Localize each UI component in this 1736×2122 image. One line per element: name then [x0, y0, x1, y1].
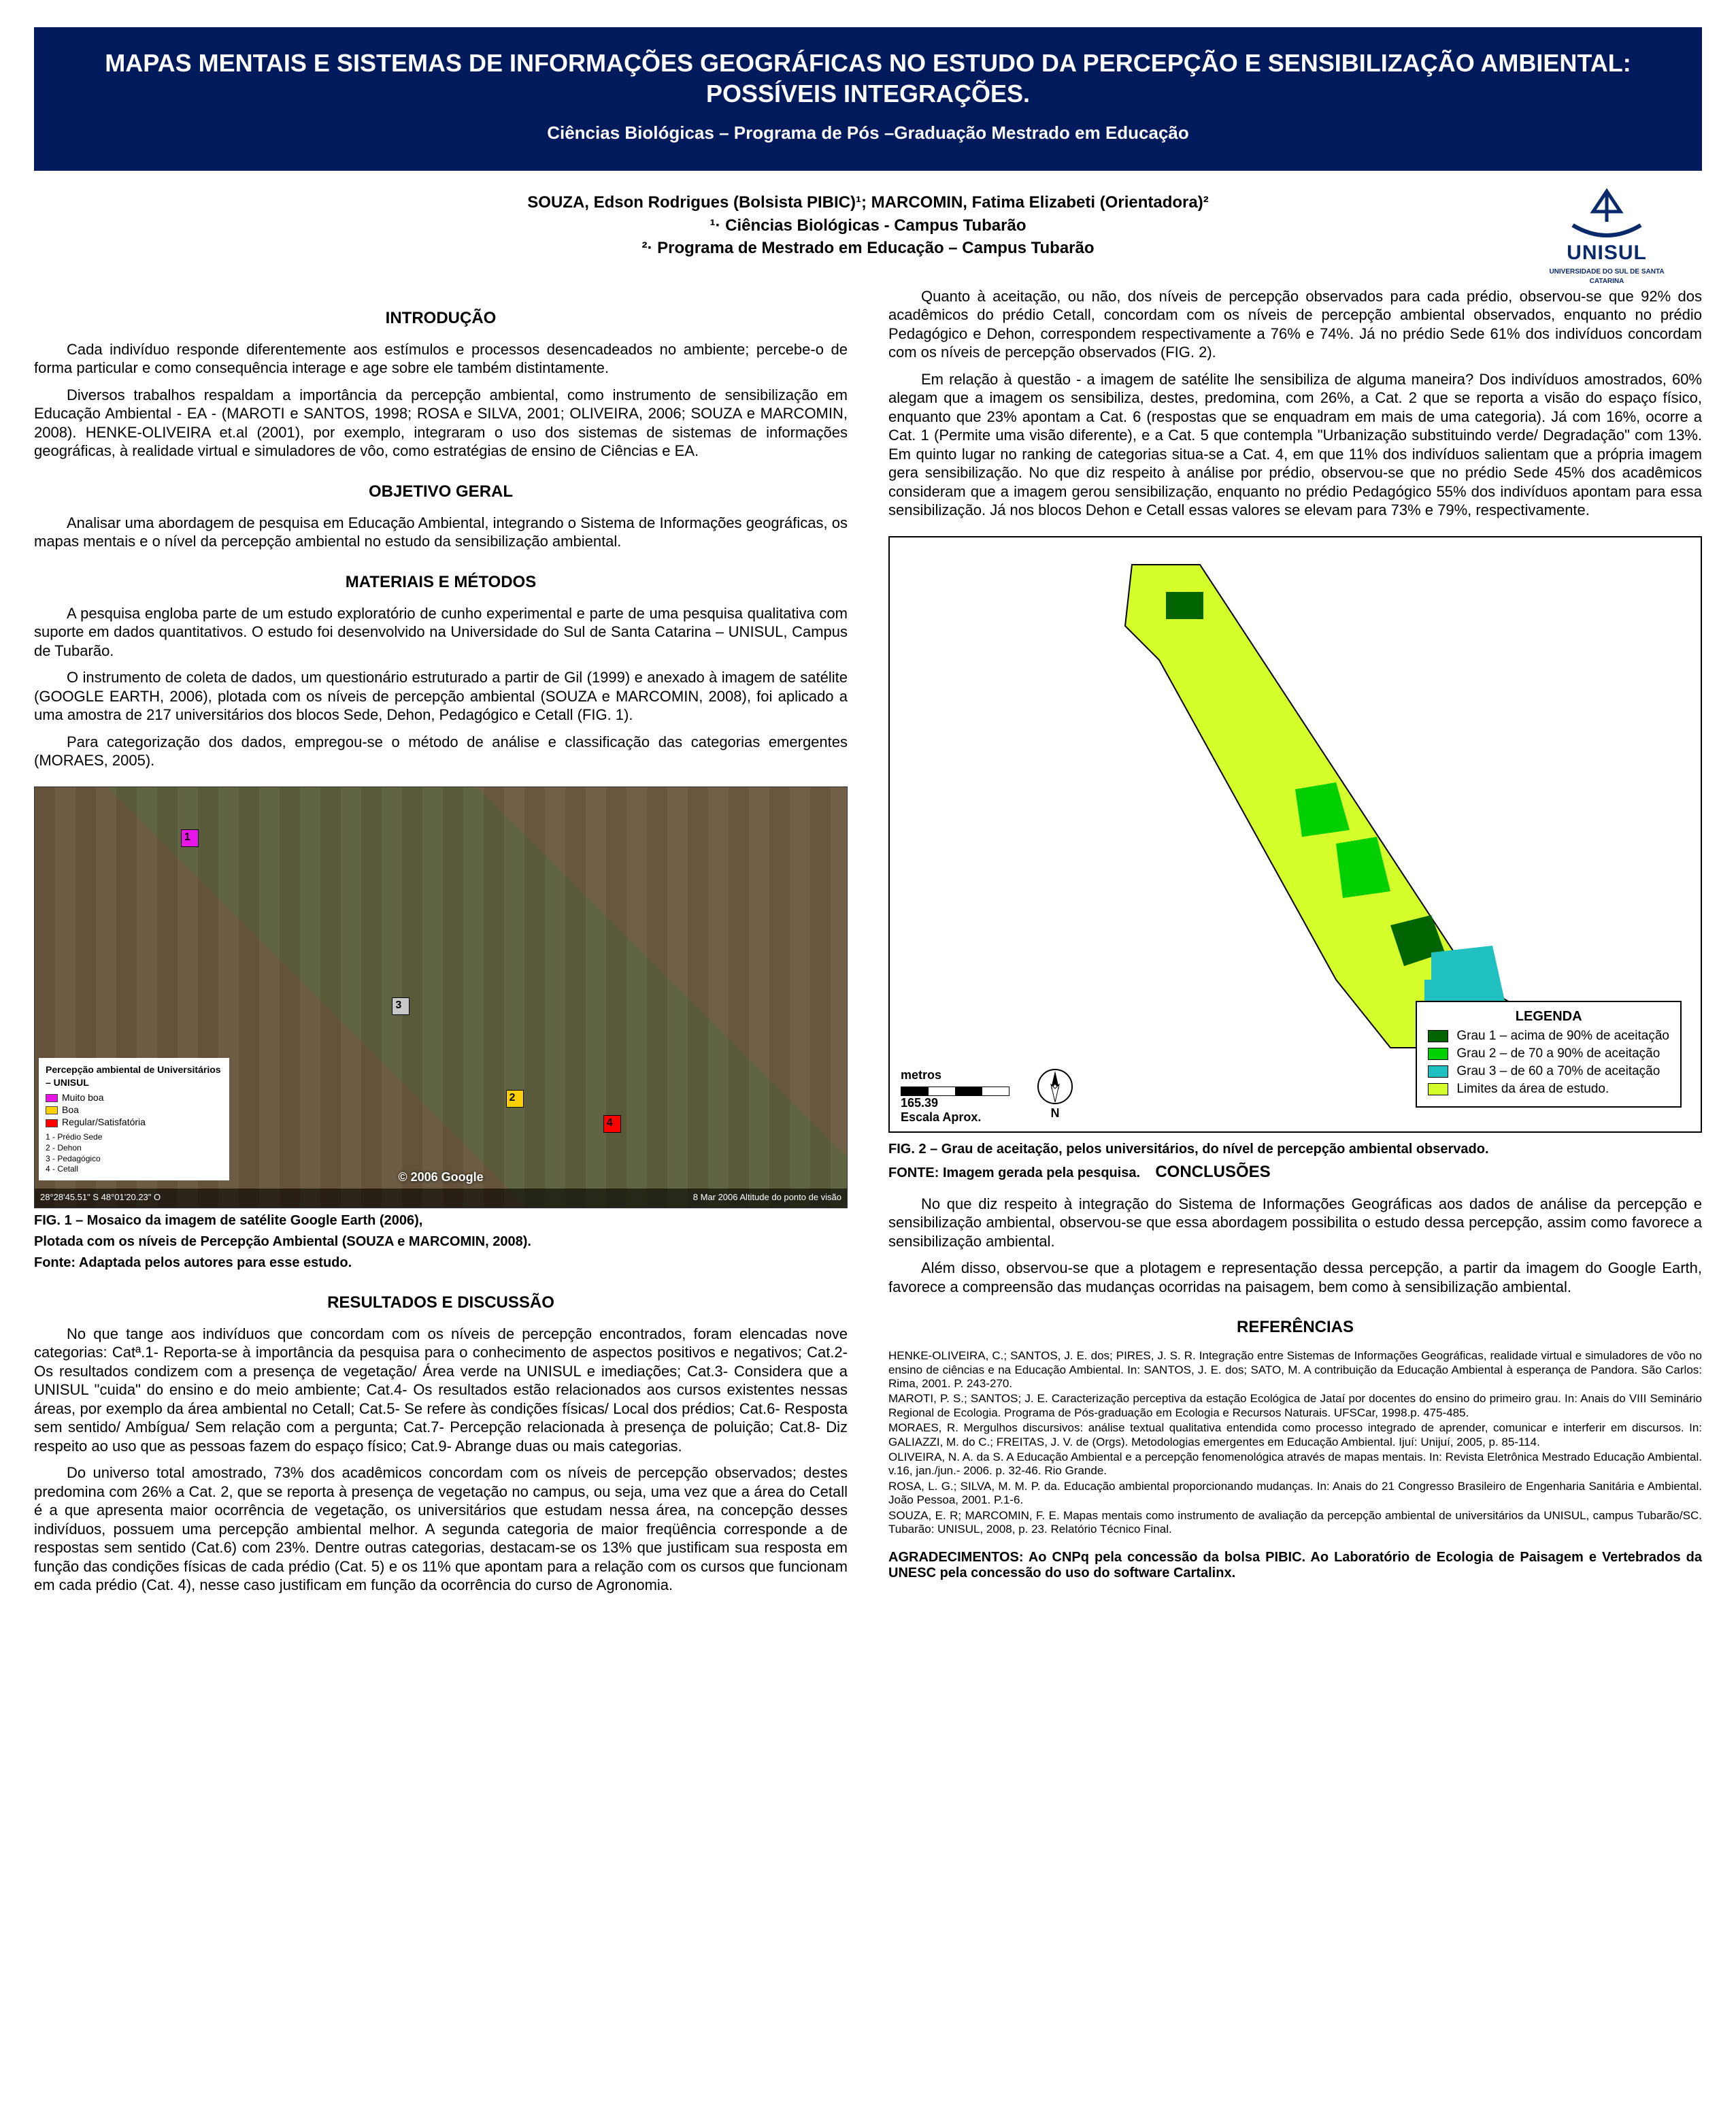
- fig1-caption-l2: Plotada com os níveis de Percepção Ambie…: [34, 1233, 848, 1250]
- fig1-caption-l1: FIG. 1 – Mosaico da imagem de satélite G…: [34, 1212, 848, 1229]
- figure-2: metros 165.39 Escala Aprox.: [888, 536, 1702, 1182]
- resultados-p2: Do universo total amostrado, 73% dos aca…: [34, 1463, 848, 1595]
- intro-p1: Cada indivíduo responde diferentemente a…: [34, 340, 848, 378]
- sat-point-4: 4: [603, 1115, 621, 1133]
- poster-subtitle: Ciências Biológicas – Programa de Pós –G…: [61, 122, 1675, 144]
- fig2-caption-l2: FONTE: Imagem gerada pela pesquisa. CONC…: [888, 1162, 1702, 1182]
- fig1-caption-l3: Fonte: Adaptada pelos autores para esse …: [34, 1255, 848, 1272]
- scale-value: 165.39: [901, 1096, 1009, 1110]
- heading-referencias: REFERÊNCIAS: [888, 1318, 1702, 1337]
- fig2-fonte: FONTE: Imagem gerada pela pesquisa.: [888, 1165, 1140, 1180]
- reference-4: OLIVEIRA, N. A. da S. A Educação Ambient…: [888, 1450, 1702, 1478]
- reference-5: ROSA, L. G.; SILVA, M. M. P. da. Educaçã…: [888, 1480, 1702, 1508]
- logo-subtext: UNIVERSIDADE DO SUL DE SANTA CATARINA: [1539, 267, 1675, 286]
- acceptance-map: [897, 544, 1694, 1061]
- authors-block: SOUZA, Edson Rodrigues (Bolsista PIBIC)¹…: [170, 191, 1566, 260]
- reference-3: MORAES, R. Mergulhos discursivos: anális…: [888, 1421, 1702, 1449]
- materiais-p2: O instrumento de coleta de dados, um que…: [34, 668, 848, 725]
- reference-2: MAROTI, P. S.; SANTOS; J. E. Caracteriza…: [888, 1392, 1702, 1420]
- sat-point-3: 3: [392, 997, 410, 1015]
- affiliation-1: ¹· Ciências Biológicas - Campus Tubarão: [170, 214, 1566, 237]
- google-watermark: © 2006 Google: [398, 1170, 483, 1184]
- content-columns: INTRODUÇÃO Cada indivíduo responde difer…: [34, 287, 1702, 1603]
- heading-resultados: RESULTADOS E DISCUSSÃO: [34, 1293, 848, 1312]
- scale-block: metros 165.39 Escala Aprox.: [901, 1068, 1009, 1125]
- objetivo-p1: Analisar uma abordagem de pesquisa em Ed…: [34, 514, 848, 551]
- map-legend: LEGENDAGrau 1 – acima de 90% de aceitaçã…: [1416, 1001, 1682, 1108]
- sat-point-1: 1: [181, 829, 199, 847]
- logo-text: UNISUL: [1539, 239, 1675, 267]
- north-label: N: [1051, 1106, 1060, 1120]
- poster-title: MAPAS MENTAIS E SISTEMAS DE INFORMAÇÕES …: [61, 48, 1675, 109]
- scale-sub: Escala Aprox.: [901, 1110, 1009, 1125]
- heading-introducao: INTRODUÇÃO: [34, 309, 848, 328]
- right-p2: Em relação à questão - a imagem de satél…: [888, 370, 1702, 520]
- intro-p2: Diversos trabalhos respaldam a importânc…: [34, 386, 848, 461]
- resultados-p1: No que tange aos indivíduos que concorda…: [34, 1325, 848, 1456]
- title-banner: MAPAS MENTAIS E SISTEMAS DE INFORMAÇÕES …: [34, 27, 1702, 171]
- reference-1: HENKE-OLIVEIRA, C.; SANTOS, J. E. dos; P…: [888, 1349, 1702, 1391]
- materiais-p1: A pesquisa engloba parte de um estudo ex…: [34, 604, 848, 661]
- fig2-caption-l1: FIG. 2 – Grau de aceitação, pelos univer…: [888, 1141, 1702, 1158]
- right-column: Quanto à aceitação, ou não, dos níveis d…: [888, 287, 1702, 1603]
- agradecimentos: AGRADECIMENTOS: Ao CNPq pela concessão d…: [888, 1550, 1702, 1581]
- references-list: HENKE-OLIVEIRA, C.; SANTOS, J. E. dos; P…: [888, 1349, 1702, 1536]
- heading-conclusoes: CONCLUSÕES: [1155, 1163, 1270, 1181]
- sat-point-2: 2: [506, 1090, 524, 1108]
- conclusoes-p2: Além disso, observou-se que a plotagem e…: [888, 1259, 1702, 1296]
- compass: N: [1037, 1068, 1073, 1121]
- affiliation-2: ²· Programa de Mestrado em Educação – Ca…: [170, 237, 1566, 260]
- left-column: INTRODUÇÃO Cada indivíduo responde difer…: [34, 287, 848, 1603]
- scale-label: metros: [901, 1068, 1009, 1082]
- reference-6: SOUZA, E. R; MARCOMIN, F. E. Mapas menta…: [888, 1509, 1702, 1537]
- sat-legend: Percepção ambiental de Universitários – …: [39, 1058, 229, 1180]
- authors-line: SOUZA, Edson Rodrigues (Bolsista PIBIC)¹…: [170, 191, 1566, 214]
- satellite-mosaic: 1 3 2 4 Percepção ambiental de Universitário…: [34, 786, 848, 1208]
- materiais-p3: Para categorização dos dados, empregou-s…: [34, 733, 848, 770]
- conclusoes-p1: No que diz respeito à integração do Sist…: [888, 1195, 1702, 1251]
- unisul-logo: UNISUL UNIVERSIDADE DO SUL DE SANTA CATA…: [1539, 184, 1675, 286]
- right-p1: Quanto à aceitação, ou não, dos níveis d…: [888, 287, 1702, 362]
- heading-objetivo: OBJETIVO GERAL: [34, 482, 848, 501]
- figure-1: 1 3 2 4 Percepção ambiental de Universitário…: [34, 786, 848, 1272]
- heading-materiais: MATERIAIS E MÉTODOS: [34, 573, 848, 592]
- scale-bar: [901, 1087, 1009, 1096]
- sat-footer-bar: 28°28'45.51" S 48°01'20.23" O8 Mar 2006 …: [35, 1189, 847, 1208]
